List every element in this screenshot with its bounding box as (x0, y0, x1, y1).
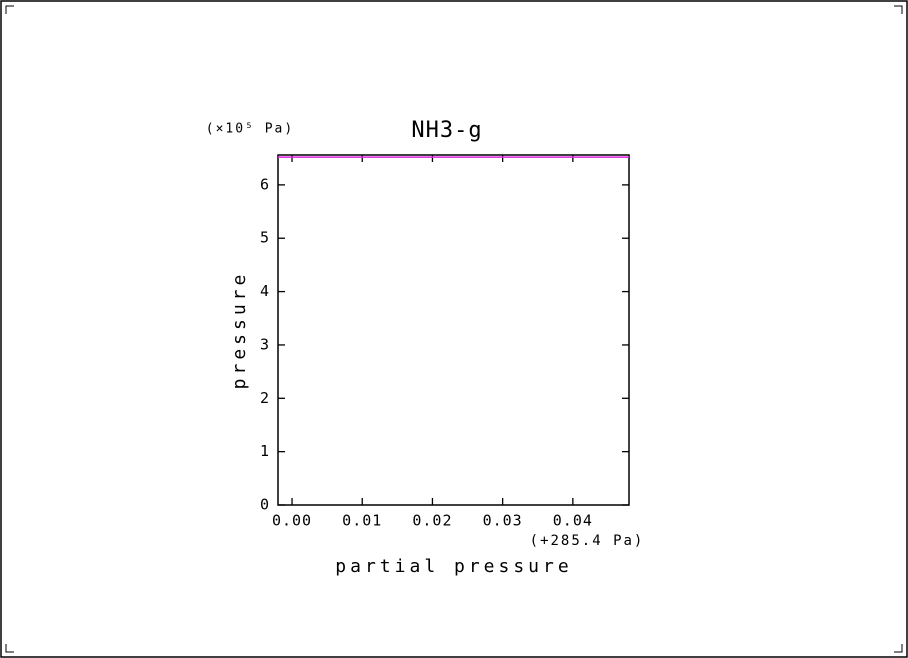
y-tick-label: 3 (260, 335, 269, 353)
x-tick-label: 0.01 (342, 512, 382, 530)
y-tick-label: 2 (260, 389, 269, 407)
y-tick-label: 1 (260, 442, 269, 460)
plot-area (277, 154, 630, 506)
y-tick-label: 0 (260, 496, 269, 514)
y-multiplier: (×10⁵ Pa) (206, 122, 294, 137)
x-tick-label: 0.00 (272, 512, 312, 530)
y-tick-label: 4 (260, 282, 269, 300)
y-tick-label: 5 (260, 229, 269, 247)
x-offset: (+285.4 Pa) (530, 533, 645, 549)
x-tick-label: 0.04 (553, 512, 593, 530)
y-axis-label: pressure (229, 271, 250, 390)
x-axis-label: partial pressure (335, 556, 572, 577)
corner-marks (5, 5, 903, 653)
x-tick-label: 0.03 (483, 512, 523, 530)
chart-title: NH3-g (411, 118, 482, 143)
y-tick-label: 6 (260, 175, 269, 193)
x-tick-label: 0.02 (412, 512, 452, 530)
